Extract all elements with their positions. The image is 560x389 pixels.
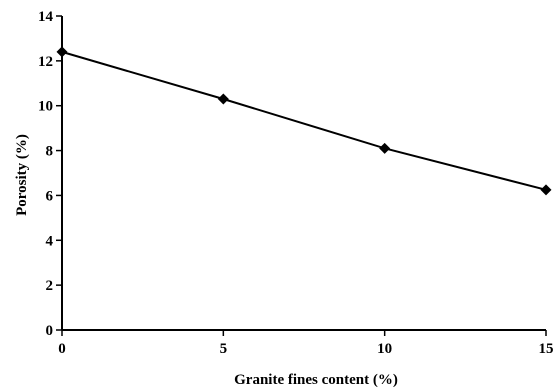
y-tick-label: 0 [46,323,54,339]
data-point-marker [379,142,391,154]
x-axis-ticks: 0 5 10 15 [58,330,554,357]
data-point-marker [56,46,68,58]
y-axis-ticks: 0 2 4 6 8 10 12 14 [38,9,62,339]
y-tick-label: 4 [46,233,54,249]
y-tick-label: 8 [46,144,54,160]
y-tick-label: 14 [38,9,54,25]
x-tick-label: 5 [220,341,228,357]
data-point-marker [540,184,552,196]
series-group [56,46,552,196]
y-tick-label: 2 [46,278,54,294]
y-tick-label: 10 [38,99,53,115]
data-point-marker [217,93,229,105]
x-tick-label: 15 [539,341,554,357]
x-tick-label: 10 [377,341,392,357]
x-tick-label: 0 [58,341,66,357]
x-axis-title: Granite fines content (%) [234,372,398,388]
y-axis-title: Porosity (%) [14,134,30,216]
y-tick-label: 6 [46,188,54,204]
series-line [61,50,547,191]
y-tick-label: 12 [38,54,53,70]
